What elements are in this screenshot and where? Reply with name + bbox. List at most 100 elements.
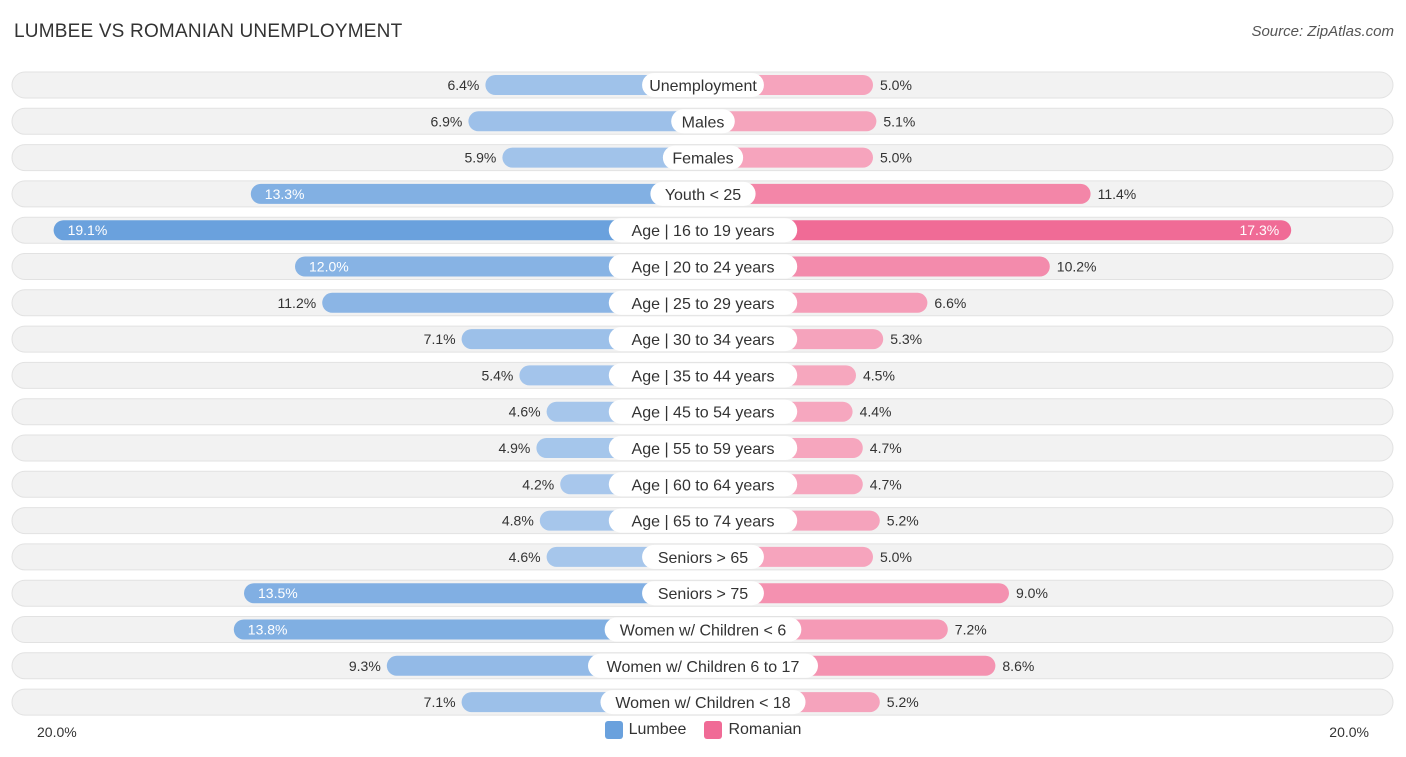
value-label-lumbee: 6.4% [447, 77, 479, 93]
row-16: 9.3% 8.6% Women w/ Children 6 to 17 [11, 652, 1394, 680]
source-note: Source: ZipAtlas.com [1251, 23, 1394, 40]
value-label-romanian: 5.2% [887, 513, 919, 529]
value-label-lumbee: 13.3% [265, 186, 305, 202]
row-15: 13.8% 7.2% Women w/ Children < 6 [11, 616, 1394, 643]
row-5: 12.0% 10.2% Age | 20 to 24 years [11, 253, 1394, 280]
category-pill [608, 254, 798, 279]
value-label-lumbee: 4.9% [498, 440, 530, 456]
value-label-romanian: 5.0% [880, 150, 912, 166]
row-4: 19.1% 17.3% Age | 16 to 19 years [11, 216, 1394, 244]
category-label: Seniors > 75 [658, 586, 748, 603]
value-label-lumbee: 4.6% [509, 549, 541, 565]
category-label: Women w/ Children 6 to 17 [607, 659, 800, 676]
value-label-lumbee: 12.0% [309, 259, 349, 275]
category-label: Age | 60 to 64 years [632, 477, 775, 494]
row-0: 6.4% 5.0% Unemployment [11, 71, 1394, 99]
row-3: 13.3% 11.4% Youth < 25 [11, 180, 1394, 208]
value-label-lumbee: 7.1% [424, 331, 456, 347]
row-7: 7.1% 5.3% Age | 30 to 34 years [11, 325, 1394, 353]
row-1: 6.9% 5.1% Males [11, 107, 1394, 135]
axis-right-label: 20.0% [1329, 724, 1369, 740]
category-label: Age | 35 to 44 years [632, 368, 775, 385]
category-pill [588, 653, 818, 678]
bar-lumbee [244, 583, 703, 604]
value-label-lumbee: 19.1% [68, 222, 108, 238]
category-pill [671, 109, 735, 134]
legend-swatch-romanian [704, 721, 723, 739]
value-label-romanian: 5.0% [880, 77, 912, 93]
bar-lumbee [250, 183, 704, 204]
row-13: 4.6% 5.0% Seniors > 65 [11, 543, 1394, 571]
value-label-romanian: 7.2% [955, 622, 987, 638]
row-17: 7.1% 5.2% Women w/ Children < 18 [11, 688, 1394, 716]
category-label: Age | 20 to 24 years [632, 260, 775, 277]
category-label: Age | 16 to 19 years [632, 223, 775, 240]
category-label: Age | 55 to 59 years [632, 441, 775, 458]
row-14: 13.5% 9.0% Seniors > 75 [11, 579, 1394, 607]
bar-lumbee [502, 147, 703, 168]
row-2: 5.9% 5.0% Females [11, 144, 1394, 172]
legend-swatch-lumbee [604, 721, 623, 739]
legend: Lumbee Romanian [0, 721, 1406, 739]
value-label-romanian: 11.4% [1098, 186, 1137, 202]
axis-left-label: 20.0% [37, 724, 77, 740]
category-pill [608, 327, 798, 352]
bar-romanian [703, 111, 877, 132]
category-pill [608, 399, 798, 424]
category-pill [608, 218, 798, 243]
value-label-lumbee: 4.8% [502, 513, 534, 529]
category-pill [642, 73, 764, 97]
value-label-romanian: 8.6% [1002, 658, 1034, 674]
value-label-romanian: 4.7% [870, 440, 902, 456]
category-pill [604, 617, 802, 642]
chart-title: LUMBEE VS ROMANIAN UNEMPLOYMENT [14, 21, 403, 42]
row-11: 4.2% 4.7% Age | 60 to 64 years [11, 470, 1394, 498]
value-label-romanian: 5.1% [883, 113, 915, 129]
value-label-romanian: 17.3% [1239, 222, 1279, 238]
bar-romanian [703, 147, 873, 168]
row-10: 4.9% 4.7% Age | 55 to 59 years [11, 434, 1394, 462]
legend-label-lumbee: Lumbee [628, 721, 687, 738]
category-pill [650, 181, 756, 206]
category-label: Seniors > 65 [658, 550, 748, 567]
value-label-lumbee: 5.9% [464, 150, 496, 166]
category-pill [608, 290, 798, 315]
bar-romanian [703, 183, 1091, 204]
row-6: 11.2% 6.6% Age | 25 to 29 years [11, 289, 1394, 317]
bar-lumbee [468, 111, 703, 132]
category-label: Females [672, 151, 733, 168]
category-pill [642, 544, 764, 569]
bar-romanian [703, 583, 1009, 604]
category-pill [608, 472, 798, 497]
value-label-romanian: 4.5% [863, 367, 895, 383]
value-label-romanian: 4.7% [870, 476, 902, 492]
bar-romanian [703, 220, 1292, 241]
row-8: 5.4% 4.5% Age | 35 to 44 years [11, 361, 1394, 389]
row-9: 4.6% 4.4% Age | 45 to 54 years [11, 398, 1394, 426]
value-label-lumbee: 13.8% [248, 622, 288, 638]
value-label-romanian: 9.0% [1016, 585, 1048, 601]
category-pill [662, 145, 744, 170]
bar-lumbee [322, 292, 703, 313]
value-label-romanian: 5.2% [887, 694, 919, 710]
category-label: Age | 45 to 54 years [632, 405, 775, 422]
category-label: Age | 30 to 34 years [632, 332, 775, 349]
value-label-lumbee: 11.2% [278, 295, 317, 311]
value-label-lumbee: 13.5% [258, 585, 298, 601]
category-pill [600, 690, 806, 715]
bar-lumbee [233, 619, 704, 640]
category-label: Age | 65 to 74 years [632, 514, 775, 531]
value-label-romanian: 10.2% [1057, 259, 1097, 275]
category-pill [608, 508, 798, 533]
category-label: Age | 25 to 29 years [632, 296, 775, 313]
value-label-lumbee: 4.6% [509, 404, 541, 420]
category-label: Youth < 25 [665, 187, 741, 204]
legend-item-lumbee: Lumbee [604, 721, 687, 739]
value-label-romanian: 4.4% [860, 404, 892, 420]
bar-lumbee [295, 256, 703, 277]
value-label-lumbee: 6.9% [430, 113, 462, 129]
value-label-romanian: 5.0% [880, 549, 912, 565]
value-label-lumbee: 5.4% [481, 367, 513, 383]
category-label: Women w/ Children < 6 [620, 623, 787, 640]
